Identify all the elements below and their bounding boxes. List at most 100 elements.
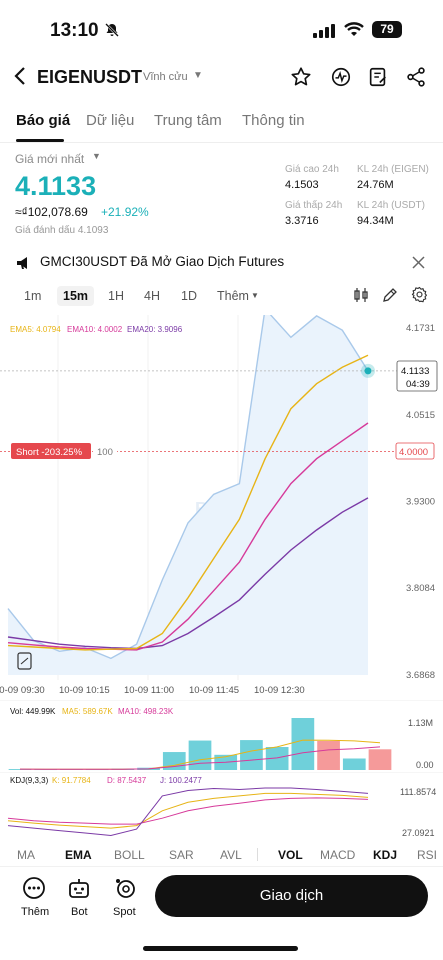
price-area: [8, 315, 368, 675]
candlestick-icon[interactable]: [353, 287, 369, 303]
low-24h: 3.3716: [285, 215, 319, 227]
interval-15m[interactable]: 15m: [57, 286, 95, 306]
symbol-title[interactable]: EIGENUSDT: [37, 67, 143, 87]
y-axis-label: 3.8084: [406, 583, 435, 594]
back-icon[interactable]: [14, 66, 26, 92]
indicator-rsi[interactable]: RSI: [417, 848, 438, 862]
battery-icon: 79: [372, 21, 402, 38]
cellular-signal-icon: [313, 24, 335, 38]
interval-4h[interactable]: 4H: [144, 289, 160, 303]
contract-type[interactable]: Vĩnh cửu: [143, 71, 188, 83]
tab-info[interactable]: Thông tin: [242, 112, 305, 129]
y-axis-label: 3.9300: [406, 496, 435, 507]
y-axis-label: 4.1731: [406, 323, 435, 334]
kdj-k-legend: K: 91.7784: [52, 776, 91, 785]
share-icon[interactable]: [405, 66, 427, 88]
x-axis-label: 10-09 09:30: [0, 685, 45, 695]
star-icon[interactable]: [290, 66, 312, 88]
price-alert-icon[interactable]: [330, 66, 352, 88]
interval-1d[interactable]: 1D: [181, 289, 197, 303]
interval-1h[interactable]: 1H: [108, 289, 124, 303]
indicator-divider: [257, 848, 258, 861]
volume-panel: Vol: 449.99K MA5: 589.67K MA10: 498.23K …: [0, 700, 443, 771]
fiat-price: ≈₫102,078.69: [15, 205, 88, 219]
home-indicator: [143, 946, 298, 951]
trade-button[interactable]: Giao dịch: [155, 875, 428, 917]
mark-price: Giá đánh dấu 4.1093: [15, 225, 109, 236]
spot-icon[interactable]: [113, 876, 137, 900]
short-position-tag[interactable]: Short -203.25% 100: [11, 443, 117, 459]
current-price-tag: 4.1133 04:39: [396, 360, 438, 392]
indicator-ma[interactable]: MA: [17, 848, 35, 862]
ema20-legend: EMA20: 3.9096: [127, 325, 183, 334]
indicator-sar[interactable]: SAR: [169, 848, 194, 862]
draw-tool-icon[interactable]: [382, 287, 398, 303]
indicator-macd[interactable]: MACD: [320, 848, 356, 862]
ema5-series-line: [7, 354, 369, 651]
x-axis-label: 10-09 11:00: [124, 685, 174, 695]
interval-1m[interactable]: 1m: [24, 289, 42, 303]
bot-icon[interactable]: [67, 876, 91, 900]
indicator-boll[interactable]: BOLL: [114, 848, 145, 862]
volume-axis-top: 1.13M: [408, 718, 433, 728]
volume-eigen: 24.76M: [357, 179, 394, 191]
tab-quote[interactable]: Báo giá: [16, 112, 71, 129]
spot-label[interactable]: Spot: [113, 906, 136, 918]
chevron-down-icon[interactable]: ▼: [92, 151, 101, 161]
last-price-label[interactable]: Giá mới nhất: [15, 152, 85, 166]
kdj-k-line: [7, 792, 369, 829]
kdj-d-legend: D: 87.5437: [107, 776, 147, 785]
indicator-kdj[interactable]: KDJ: [373, 848, 398, 862]
volume-axis-bottom: 0.00: [416, 760, 434, 770]
x-axis-label: 10-09 12:30: [254, 685, 305, 695]
indicator-vol[interactable]: VOL: [278, 848, 303, 862]
kdj-j-line: [7, 787, 369, 837]
kdj-j-legend: J: 100.2477: [160, 776, 202, 785]
chevron-down-icon[interactable]: ▼: [251, 291, 259, 300]
indicator-avl[interactable]: AVL: [220, 848, 242, 862]
current-price-countdown: 04:39: [406, 379, 430, 390]
indicator-ema[interactable]: EMA: [65, 848, 92, 862]
kdj-axis-top: 111.8574: [400, 787, 436, 797]
wifi-icon: [344, 22, 364, 36]
tab-data[interactable]: Dữ liệu: [86, 112, 135, 129]
change-percent: +21.92%: [101, 205, 149, 219]
kdj-legend: KDJ(9,3,3): [10, 776, 49, 785]
interval-more[interactable]: Thêm: [217, 289, 249, 303]
ema20-series-line: [7, 497, 369, 650]
divider: [0, 142, 443, 143]
tab-center[interactable]: Trung tâm: [154, 112, 222, 129]
volume-bar: [265, 746, 289, 770]
volume-ma10-line: [19, 746, 381, 770]
y-axis-label: 3.6868: [406, 670, 435, 681]
active-tab-indicator: [16, 139, 64, 142]
ema10-legend: EMA10: 4.0002: [67, 325, 123, 334]
short-position-qty: 100: [97, 447, 113, 458]
chevron-down-icon[interactable]: ▼: [193, 70, 203, 81]
status-time: 13:10: [50, 20, 99, 41]
volume-bar: [188, 740, 212, 770]
price-chart[interactable]: EMA5: 4.0794 EMA10: 4.0002 EMA20: 3.9096…: [0, 315, 443, 695]
current-price-dot: [364, 367, 372, 375]
bot-label[interactable]: Bot: [71, 906, 88, 918]
kdj-panel: KDJ(9,3,3) K: 91.7784 D: 87.5437 J: 100.…: [0, 772, 443, 838]
current-price-tag-price: 4.1133: [401, 366, 429, 377]
volume-eigen-label: KL 24h (EIGEN): [357, 164, 429, 175]
chart-fullscreen-icon[interactable]: [17, 652, 32, 670]
settings-gear-icon[interactable]: [411, 286, 428, 303]
close-icon[interactable]: [412, 256, 425, 269]
more-label[interactable]: Thêm: [21, 906, 50, 918]
kdj-axis-bottom: 27.0921: [402, 828, 435, 838]
megaphone-icon: [17, 257, 27, 269]
announcement-banner[interactable]: GMCI30USDT Đã Mở Giao Dịch Futures: [40, 254, 285, 269]
volume-bar: [317, 741, 340, 770]
more-icon[interactable]: [22, 876, 46, 900]
note-edit-icon[interactable]: [367, 66, 389, 88]
volume-bar: [240, 740, 263, 770]
volume-legend: Vol: 449.99K: [10, 707, 56, 716]
short-price-tag: 4.0000: [395, 442, 435, 460]
volume-bar: [291, 718, 315, 770]
short-price: 4.0000: [399, 447, 428, 458]
bell-off-icon: [105, 23, 119, 37]
volume-bar: [342, 758, 366, 770]
